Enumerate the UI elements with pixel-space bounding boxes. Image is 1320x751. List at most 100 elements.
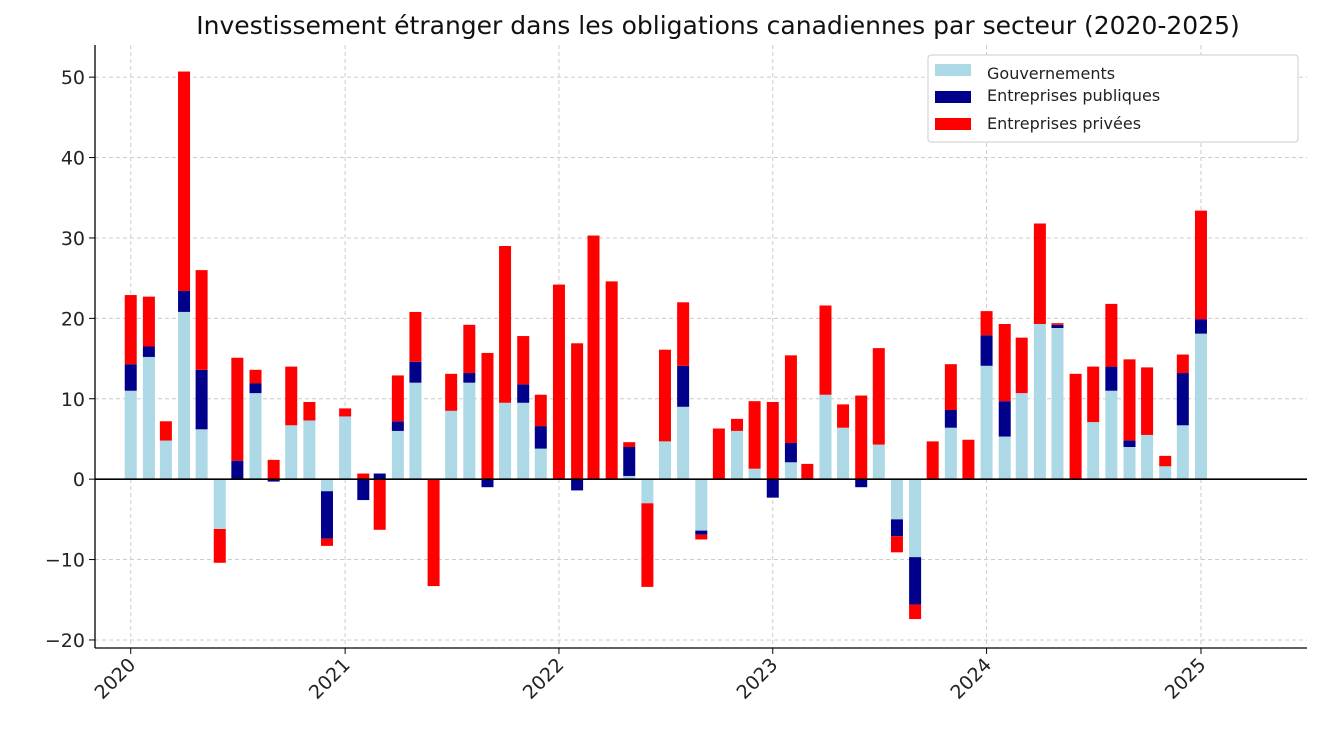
bar-entreprises-privees [855,395,868,480]
bar-entreprises-publiques [1051,324,1064,329]
bar-gouvernements [339,416,352,480]
bar-gouvernements [124,390,137,480]
bar-entreprises-privees [517,336,530,385]
bar-entreprises-privees [267,459,280,480]
bar-entreprises-privees [731,418,744,431]
y-tick-label: 20 [61,308,85,330]
chart-title: Investissement étranger dans les obligat… [196,11,1240,40]
x-tick-label: 2023 [733,654,783,704]
bar-entreprises-privees [373,479,386,530]
bar-entreprises-privees [320,538,333,546]
bar-entreprises-publiques [1176,373,1189,426]
legend-swatch-entreprises-privees [935,118,971,130]
bar-gouvernements [837,427,850,480]
legend-label-entreprises-privees: Entreprises privées [987,114,1141,133]
bar-entreprises-privees [1051,323,1064,325]
legend-swatch-gouvernements [935,64,971,76]
bar-entreprises-publiques [571,479,584,491]
bar-entreprises-privees [499,246,512,403]
bar-entreprises-publiques [357,479,370,501]
bar-entreprises-publiques [320,491,333,539]
bar-entreprises-privees [285,366,298,426]
bar-gouvernements [499,402,512,480]
bar-gouvernements [1123,447,1136,480]
bar-gouvernements [445,410,458,480]
bar-entreprises-publiques [998,401,1011,437]
bar-entreprises-publiques [517,384,530,403]
bar-entreprises-privees [231,357,244,461]
bar-gouvernements [195,429,208,480]
bar-entreprises-privees [712,428,725,480]
y-tick-label: 50 [61,67,85,89]
bar-gouvernements [303,420,316,480]
bar-entreprises-privees [623,442,636,447]
bar-entreprises-publiques [391,421,404,431]
bars [124,71,1207,620]
bar-entreprises-privees [872,348,885,445]
bar-gouvernements [409,382,422,480]
bar-entreprises-publiques [373,473,386,480]
bar-gouvernements [748,468,761,480]
bar-gouvernements [1015,393,1028,480]
bar-entreprises-privees [587,235,600,480]
bar-gouvernements [517,402,530,480]
bar-entreprises-privees [124,295,137,365]
bar-entreprises-privees [552,284,565,480]
bar-entreprises-privees [926,441,939,480]
bar-gouvernements [658,441,671,480]
bar-entreprises-privees [409,311,422,362]
bar-entreprises-publiques [855,479,868,488]
bar-gouvernements [1033,323,1046,480]
bar-gouvernements [1176,425,1189,480]
bar-entreprises-privees [980,311,993,336]
bar-entreprises-publiques [267,479,280,482]
bar-entreprises-publiques [409,361,422,383]
bar-entreprises-privees [249,369,262,384]
bar-gouvernements [695,479,708,531]
bar-gouvernements [872,444,885,480]
bar-entreprises-privees [748,401,761,469]
bar-entreprises-publiques [784,442,797,463]
bar-entreprises-privees [677,302,690,366]
bar-gouvernements [534,448,547,480]
legend-swatch-entreprises-publiques [935,91,971,103]
bar-entreprises-publiques [890,519,903,537]
bar-entreprises-privees [1123,359,1136,441]
bar-gouvernements [998,436,1011,480]
bar-entreprises-publiques [534,426,547,449]
bar-entreprises-privees [357,473,370,480]
bar-entreprises-privees [391,375,404,422]
bar-entreprises-privees [909,604,922,620]
bar-entreprises-privees [1033,223,1046,324]
bar-gouvernements [1051,328,1064,480]
bar-gouvernements [1141,434,1154,480]
bar-entreprises-privees [695,534,708,540]
bar-gouvernements [391,430,404,480]
bar-entreprises-publiques [1123,440,1136,447]
bar-entreprises-publiques [909,557,922,605]
bar-entreprises-publiques [980,335,993,366]
bar-entreprises-privees [801,463,814,480]
bar-entreprises-publiques [766,479,779,498]
bar-gouvernements [980,365,993,480]
bar-gouvernements [213,479,226,530]
bar-gouvernements [819,394,832,480]
bar-entreprises-privees [339,408,352,417]
bar-entreprises-privees [1194,210,1207,320]
bar-entreprises-privees [178,71,191,292]
y-tick-label: 40 [61,148,85,170]
y-tick-label: 0 [73,469,85,491]
bar-gouvernements [1105,390,1118,480]
bar-entreprises-privees [890,536,903,553]
bar-entreprises-privees [571,343,584,480]
bar-entreprises-privees [303,401,316,421]
bar-gouvernements [1159,466,1172,480]
y-tick-label: 30 [61,228,85,250]
bar-gouvernements [944,427,957,480]
bar-gouvernements [1087,422,1100,480]
bar-gouvernements [285,425,298,480]
bar-entreprises-publiques [249,383,262,394]
bar-entreprises-publiques [231,460,244,480]
x-tick-label: 2021 [305,654,355,704]
